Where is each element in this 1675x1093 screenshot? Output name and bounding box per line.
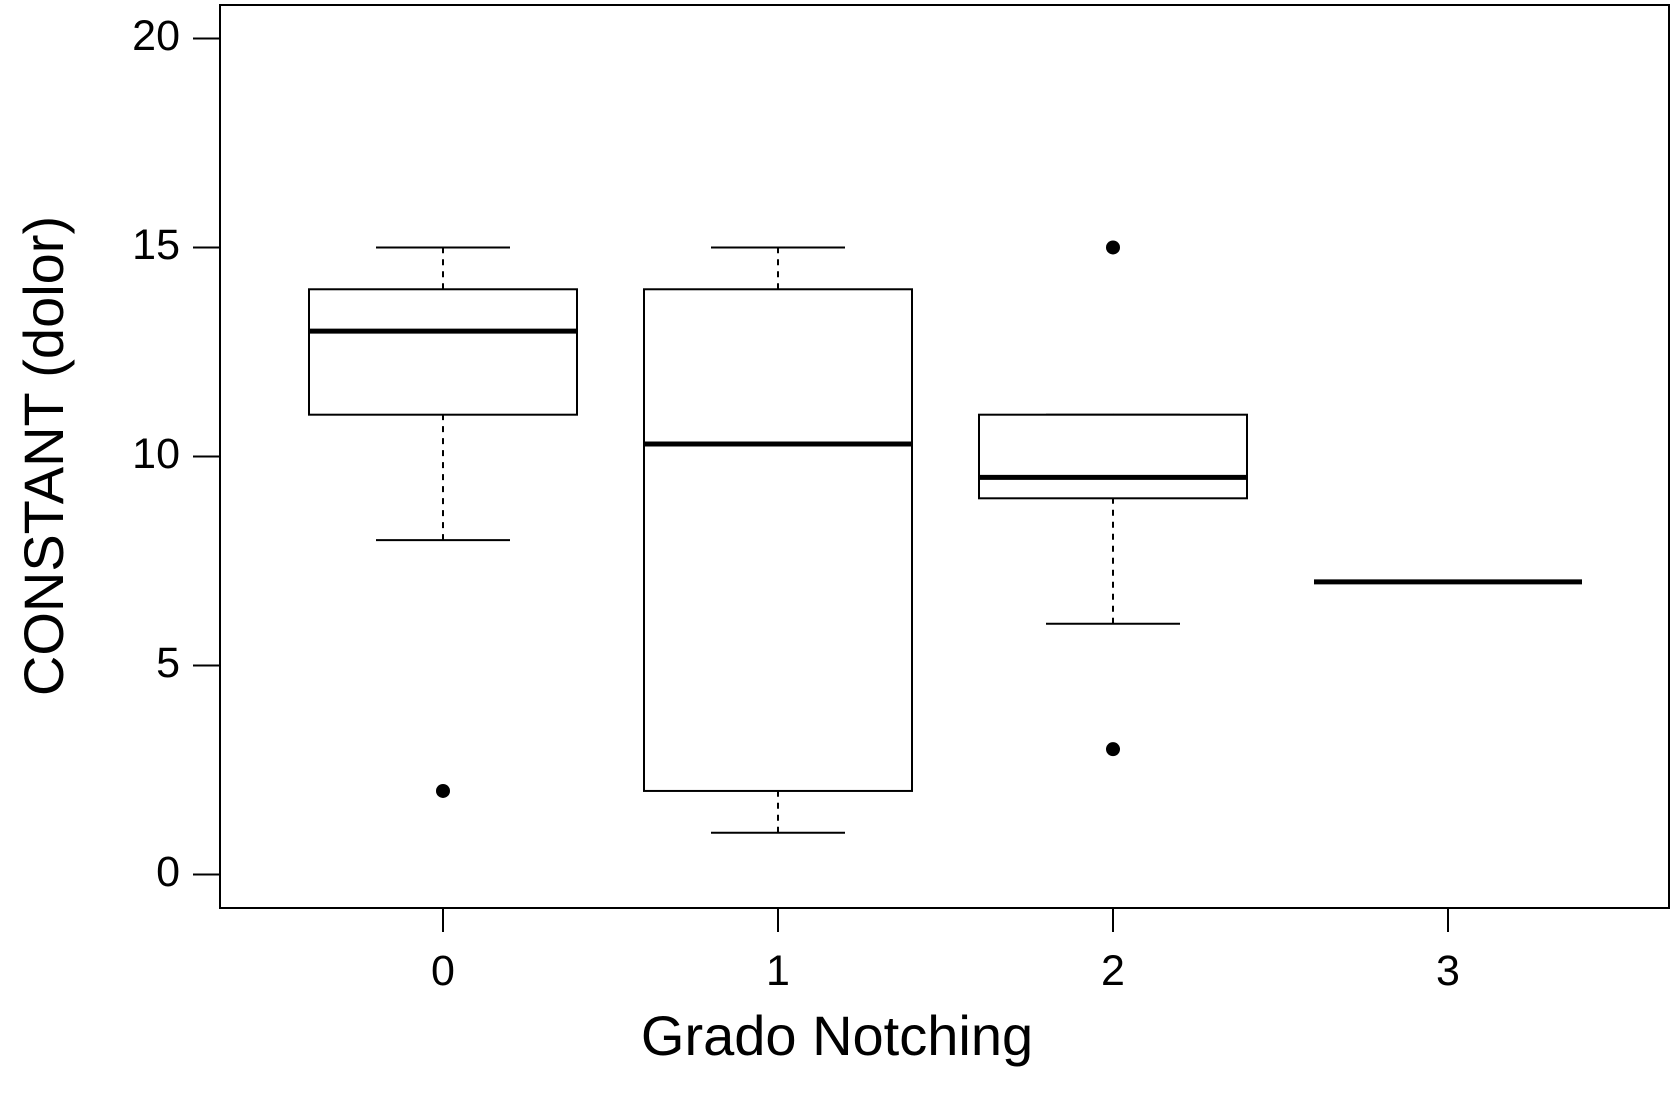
box [308,288,578,416]
y-tick-label: 0 [156,848,180,896]
y-tick-label: 15 [132,221,180,269]
outlier [1106,742,1120,757]
box [978,413,1248,500]
outlier [1106,240,1120,255]
plot-frame [219,4,1670,909]
y-axis-title: CONSTANT (dolor) [12,216,75,696]
x-tick-label: 2 [1101,947,1125,995]
y-tick-label: 5 [156,639,180,687]
box [643,288,913,792]
y-tick-label: 10 [132,430,180,478]
x-tick-label: 3 [1436,947,1460,995]
y-tick-label: 20 [132,12,180,60]
x-tick-label: 0 [431,947,455,995]
x-axis-title: Grado Notching [641,1004,1033,1067]
x-tick-label: 1 [766,947,790,995]
outlier [436,783,450,798]
